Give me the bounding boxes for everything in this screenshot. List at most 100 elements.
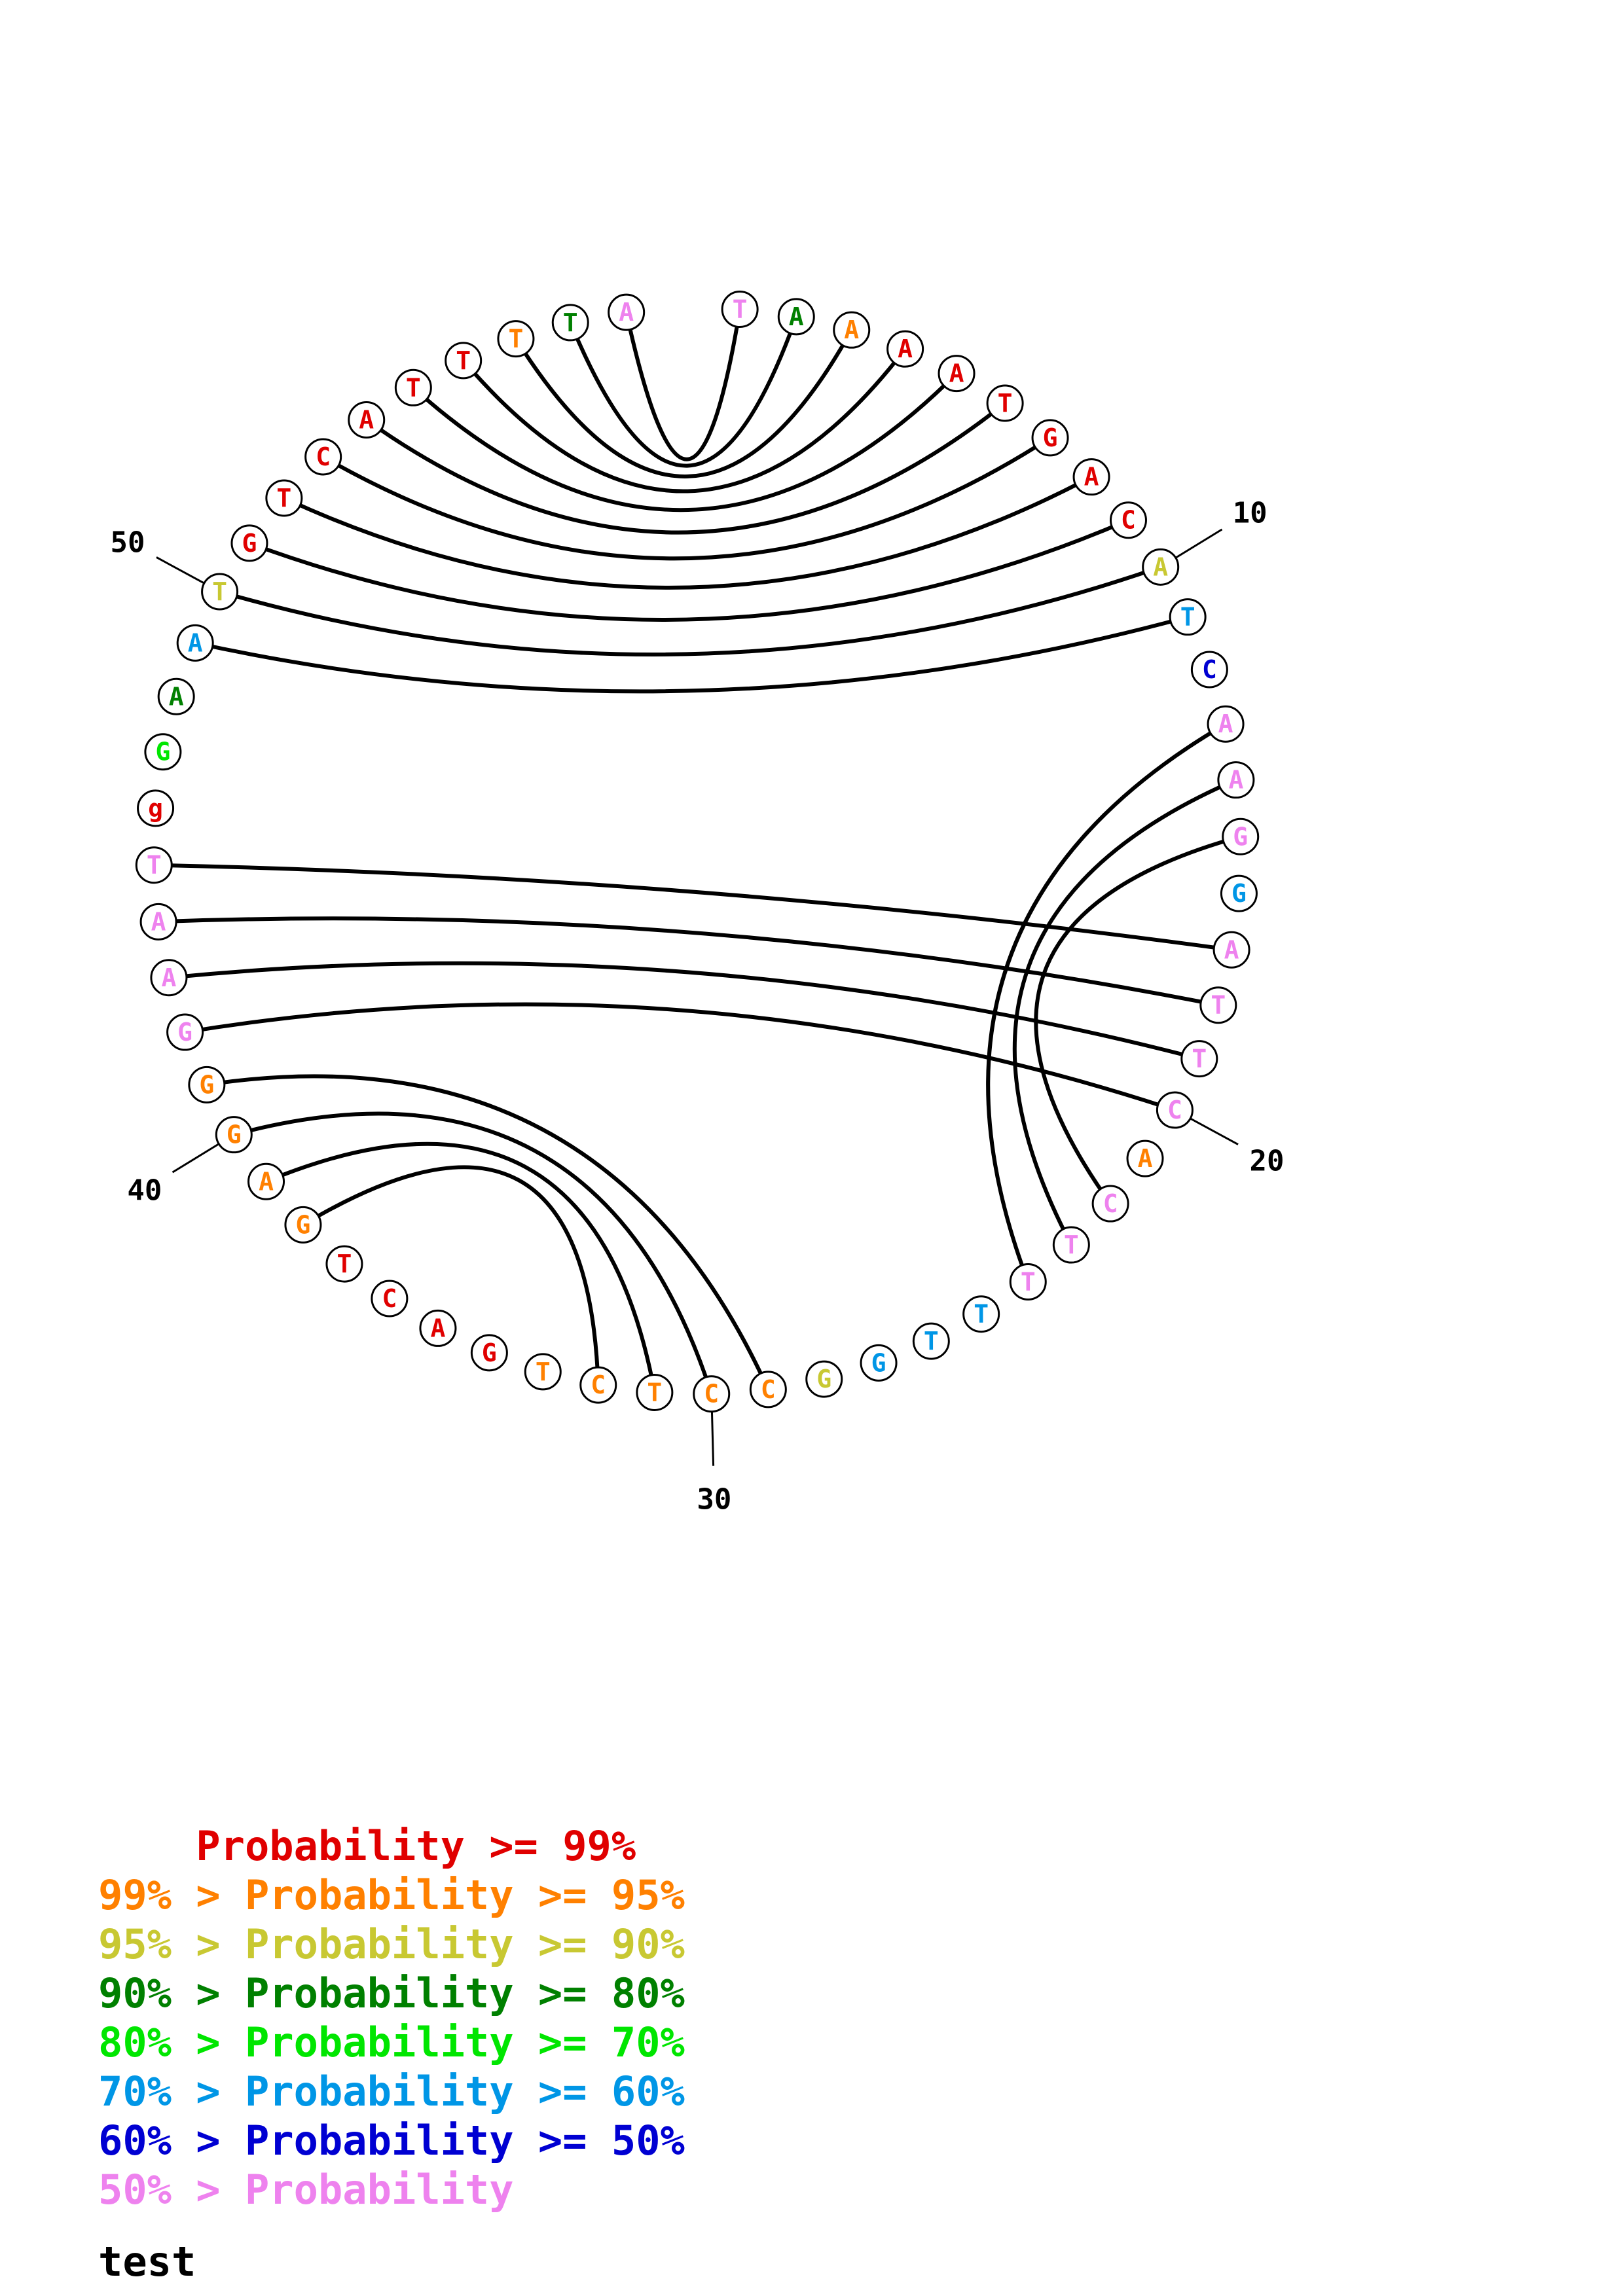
- nucleotide-54: A: [348, 401, 386, 439]
- nucleotide-letter: T: [647, 1378, 662, 1407]
- nucleotide-letter: A: [1084, 463, 1099, 492]
- legend-line-8: 50% > Probability: [98, 2166, 514, 2214]
- nucleotide-37: T: [325, 1245, 363, 1283]
- nucleotide-27: G: [860, 1344, 898, 1382]
- nucleotide-14: A: [1217, 761, 1255, 799]
- nucleotide-42: G: [166, 1013, 204, 1051]
- nucleotide-51: G: [230, 524, 268, 562]
- pair-arc-14-23: [1012, 778, 1237, 1246]
- nucleotide-3: A: [833, 311, 871, 349]
- nucleotide-7: G: [1031, 419, 1069, 457]
- nucleotide-letter: G: [482, 1338, 497, 1367]
- nucleotide-letter: A: [359, 406, 374, 435]
- nucleotide-21: A: [1126, 1139, 1164, 1177]
- nucleotide-letter: T: [563, 308, 578, 337]
- nucleotide-letter: G: [242, 529, 257, 558]
- nucleotide-letter: G: [871, 1348, 886, 1377]
- nucleotide-letter: T: [924, 1327, 939, 1355]
- nucleotide-30: C: [693, 1375, 731, 1413]
- nucleotide-33: T: [524, 1353, 562, 1391]
- nucleotide-letter: A: [161, 963, 176, 992]
- nucleotide-letter: T: [276, 484, 291, 512]
- legend-line-2: 99% > Probability >= 95%: [98, 1871, 685, 1919]
- nucleotide-45: T: [135, 846, 173, 884]
- nucleotide-49: A: [176, 624, 214, 662]
- nucleotide-letter: T: [536, 1357, 551, 1386]
- nucleotide-55: T: [394, 368, 432, 406]
- nucleotide-letter: G: [227, 1121, 242, 1149]
- nucleotide-letter: A: [1153, 552, 1168, 581]
- nucleotide-4: A: [886, 330, 924, 368]
- nucleotide-34: G: [470, 1334, 508, 1372]
- nucleotide-letter: g: [148, 794, 163, 823]
- pair-arc-17-45: [154, 863, 1232, 952]
- nucleotide-letter: T: [508, 325, 523, 353]
- legend-line-5: 80% > Probability >= 70%: [98, 2018, 685, 2066]
- nucleotide-letter: T: [998, 389, 1013, 418]
- nucleotide-48: A: [157, 677, 195, 715]
- nucleotide-letter: G: [177, 1018, 192, 1047]
- nucleotide-letter: T: [974, 1300, 989, 1329]
- nucleotide-circle: [1156, 1091, 1194, 1129]
- nucleotide-39: A: [247, 1162, 285, 1200]
- nucleotide-letter: A: [844, 315, 859, 344]
- nucleotide-24: T: [1009, 1263, 1047, 1300]
- nucleotide-circle: [1217, 761, 1255, 799]
- nucleotide-5: A: [938, 355, 976, 393]
- nucleotide-circle: [1220, 874, 1258, 912]
- pair-arc-6-54: [365, 401, 1006, 535]
- nucleotide-circle: [608, 293, 646, 331]
- nucleotide-circle: [1052, 1226, 1090, 1264]
- position-tick-10: [1175, 528, 1223, 559]
- nucleotide-letter: C: [1103, 1189, 1118, 1218]
- nucleotide-letter: G: [199, 1070, 214, 1099]
- nucleotide-letter: T: [456, 346, 471, 375]
- nucleotide-letter: A: [1138, 1144, 1153, 1173]
- nucleotide-letter: T: [212, 577, 227, 606]
- nucleotide-circle: [394, 368, 432, 406]
- nucleotide-circle: [201, 573, 239, 611]
- pair-arc-8-52: [283, 475, 1093, 590]
- nucleotide-circle: [1222, 817, 1260, 855]
- nucleotide-letter: C: [1121, 506, 1136, 535]
- nucleotide-letter: G: [1231, 879, 1247, 908]
- nucleotide-letter: T: [733, 295, 748, 324]
- pair-arc-29-41: [206, 1074, 771, 1391]
- nucleotide-40: G: [215, 1116, 253, 1154]
- nucleotide-circle: [1109, 501, 1147, 539]
- nucleotide-25: T: [962, 1295, 1000, 1333]
- nucleotide-circle: [135, 846, 173, 884]
- nucleotide-56: T: [445, 342, 483, 380]
- nucleotide-circle: [1142, 548, 1180, 586]
- nucleotide-circle: [912, 1322, 950, 1360]
- nucleotide-letter: T: [406, 373, 421, 402]
- nucleotide-circle: [144, 733, 182, 771]
- pair-arc-5-55: [412, 372, 958, 512]
- nucleotide-31: T: [636, 1373, 674, 1411]
- pair-arc-13-24: [986, 722, 1227, 1283]
- pair-arc-1-59: [624, 309, 742, 461]
- position-label-40: 40: [127, 1174, 162, 1207]
- nucleotide-circle: [284, 1206, 322, 1244]
- nucleotide-circle: [139, 903, 177, 941]
- nucleotide-circle: [215, 1116, 253, 1154]
- nucleotide-circle: [325, 1245, 363, 1283]
- nucleotide-circle: [166, 1013, 204, 1051]
- nucleotide-41: G: [188, 1066, 226, 1103]
- nucleotide-letter: C: [761, 1375, 776, 1404]
- nucleotide-circle: [1072, 458, 1110, 496]
- nucleotide-letter: A: [1224, 935, 1239, 964]
- nucleotide-52: T: [265, 479, 303, 517]
- position-tick-20: [1190, 1117, 1239, 1145]
- pair-arc-19-43: [168, 961, 1200, 1061]
- nucleotide-letter: A: [789, 302, 804, 331]
- pair-arc-3-57: [514, 329, 854, 478]
- legend-line-1: Probability >= 99%: [98, 1822, 636, 1870]
- nucleotide-22: C: [1091, 1185, 1129, 1223]
- legend-line-7: 60% > Probability >= 50%: [98, 2117, 685, 2164]
- nucleotide-letter: A: [151, 907, 166, 936]
- nucleotide-letter: A: [188, 628, 203, 657]
- nucleotide-circle: [749, 1371, 787, 1408]
- nucleotide-circle: [1213, 931, 1250, 969]
